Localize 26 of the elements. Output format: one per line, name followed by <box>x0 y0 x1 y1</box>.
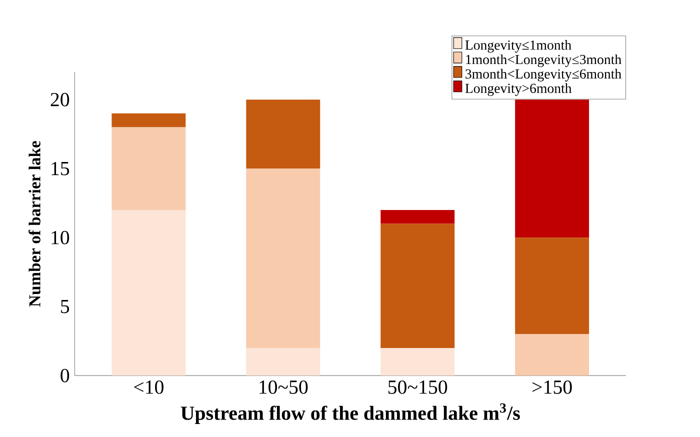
y-tick-label: 15 <box>52 162 70 176</box>
y-axis-title: Number of barrier lake <box>28 141 40 307</box>
bar <box>246 168 320 348</box>
x-tick-label: 10~50 <box>260 380 308 394</box>
bar <box>112 210 186 376</box>
bar <box>112 114 186 128</box>
x-axis-title: Upstream flow of the dammed lake m$^{3}$/s <box>180 404 520 424</box>
y-tick-label: 20 <box>50 93 70 107</box>
bar <box>380 224 455 348</box>
legend-label: 1month<Longevity≤3month <box>466 54 622 68</box>
y-tick-label: 0 <box>60 369 70 383</box>
legend-label: Longevity≤1month <box>465 40 572 53</box>
x-tick-label: >150 <box>532 380 572 394</box>
bar <box>515 334 590 376</box>
bar <box>246 348 320 376</box>
legend-label: Longevity>6month <box>465 84 572 96</box>
bar <box>380 210 455 224</box>
x-tick-label: <10 <box>134 380 164 394</box>
bar <box>515 238 590 334</box>
bar <box>246 100 320 169</box>
bar <box>112 127 186 210</box>
y-tick-label: 5 <box>61 300 70 314</box>
y-tick-label: 10 <box>52 231 70 245</box>
bar <box>380 348 455 376</box>
legend-label: 3month<Longevity≤6month <box>466 69 622 82</box>
x-tick-label: 50~150 <box>388 380 448 394</box>
